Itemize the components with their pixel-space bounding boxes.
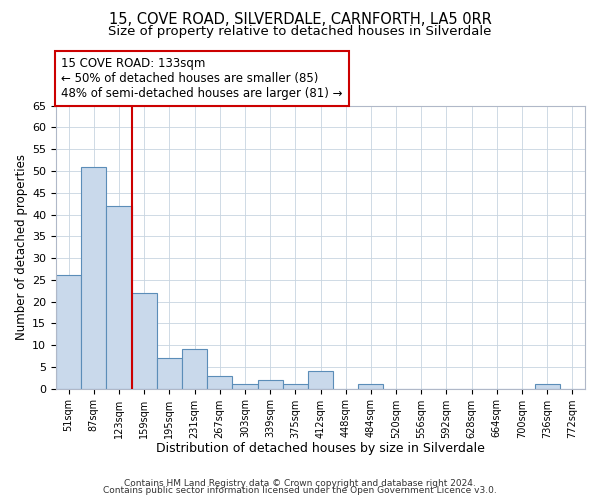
Bar — [232, 384, 257, 388]
Bar — [283, 384, 308, 388]
Text: 15 COVE ROAD: 133sqm
← 50% of detached houses are smaller (85)
48% of semi-detac: 15 COVE ROAD: 133sqm ← 50% of detached h… — [61, 57, 343, 100]
Bar — [131, 293, 157, 388]
Text: 15, COVE ROAD, SILVERDALE, CARNFORTH, LA5 0RR: 15, COVE ROAD, SILVERDALE, CARNFORTH, LA… — [109, 12, 491, 28]
Bar — [207, 376, 232, 388]
Text: Contains HM Land Registry data © Crown copyright and database right 2024.: Contains HM Land Registry data © Crown c… — [124, 478, 476, 488]
Text: Contains public sector information licensed under the Open Government Licence v3: Contains public sector information licen… — [103, 486, 497, 495]
X-axis label: Distribution of detached houses by size in Silverdale: Distribution of detached houses by size … — [156, 442, 485, 455]
Bar — [358, 384, 383, 388]
Bar — [182, 350, 207, 389]
Bar — [81, 166, 106, 388]
Bar — [157, 358, 182, 388]
Bar — [106, 206, 131, 388]
Bar — [535, 384, 560, 388]
Bar — [56, 276, 81, 388]
Bar — [257, 380, 283, 388]
Text: Size of property relative to detached houses in Silverdale: Size of property relative to detached ho… — [109, 25, 491, 38]
Bar — [308, 371, 333, 388]
Y-axis label: Number of detached properties: Number of detached properties — [15, 154, 28, 340]
